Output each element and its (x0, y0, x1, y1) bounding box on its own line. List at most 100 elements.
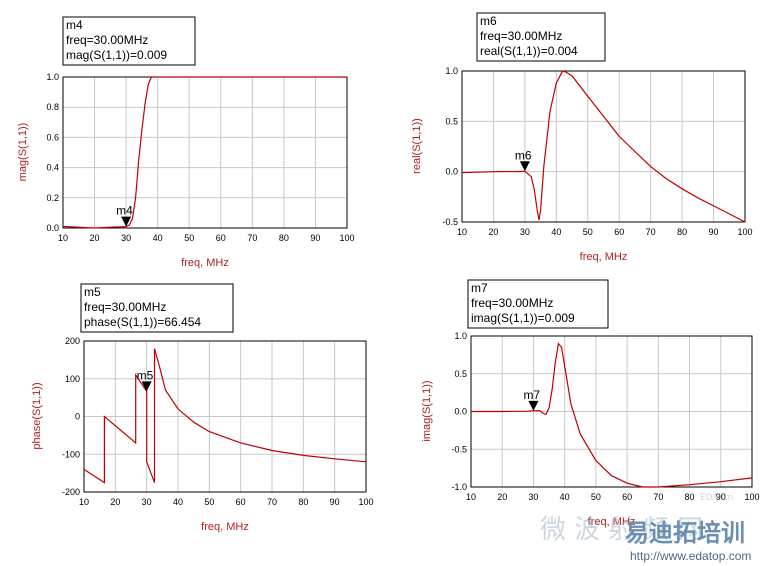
series-line (83, 348, 367, 484)
y-tick-label: 1.0 (46, 72, 59, 82)
plot-frame (461, 70, 746, 223)
x-tick-label: 50 (591, 492, 601, 502)
chart-4: 10 20 30 40 50 60 70 80 90 100 -1.0 -0.5 0.0 0.5 1.0 fr… (421, 279, 760, 528)
watermark: 微 波 射 频 网 易迪拓培训 http://www.edatop.com ED… (540, 493, 751, 563)
x-tick-label: 40 (153, 233, 163, 243)
y-tick-label: 0 (75, 412, 80, 422)
y-tick-label: -100 (62, 449, 80, 459)
marker-readout-line: freq=30.00MHz (480, 29, 562, 43)
marker-readout-line: real(S(1,1))=0.004 (480, 44, 578, 58)
x-tick-label: 10 (58, 233, 68, 243)
x-tick-label: 70 (646, 227, 656, 237)
x-tick-label: 20 (497, 492, 507, 502)
x-tick-label: 80 (677, 227, 687, 237)
x-tick-label: 90 (709, 227, 719, 237)
charts-group: 10 20 30 40 50 60 70 80 90 1000.00.20.40.60.81.0f… (17, 12, 760, 533)
marker-readout-frame (62, 16, 196, 66)
x-tick-label: 90 (716, 492, 726, 502)
y-axis-title: mag(S(1,1)) (17, 123, 29, 182)
x-tick-label: 20 (110, 497, 120, 507)
marker-triangle (528, 400, 539, 411)
marker-readout-line: m4 (66, 18, 83, 32)
x-tick-label: 50 (583, 227, 593, 237)
x-tick-label: 40 (551, 227, 561, 237)
y-axis-title: imag(S(1,1)) (421, 380, 433, 441)
y-tick-label: 1.0 (445, 66, 458, 76)
marker-readout-line: freq=30.00MHz (66, 33, 148, 47)
y-axis-title: phase(S(1,1)) (31, 382, 43, 449)
x-axis-title: freq, MHz (181, 257, 229, 269)
x-tick-label: 20 (488, 227, 498, 237)
marker-readout-line: m6 (480, 14, 497, 28)
x-tick-label: 60 (236, 497, 246, 507)
x-axis-title: freq, MHz (201, 521, 249, 533)
x-tick-label: 50 (184, 233, 194, 243)
y-tick-label: -1.0 (451, 482, 467, 492)
watermark-url: http://www.edatop.com (630, 549, 751, 563)
y-tick-label: -200 (62, 487, 80, 497)
marker-readout-line: mag(S(1,1))=0.009 (66, 48, 167, 62)
y-tick-label: 0.0 (445, 167, 458, 177)
x-tick-label: 100 (744, 492, 759, 502)
x-tick-label: 10 (79, 497, 89, 507)
marker-triangle (121, 216, 132, 227)
y-axis-title: real(S(1,1)) (411, 118, 423, 174)
y-tick-label: 100 (65, 374, 80, 384)
y-tick-label: 0.8 (46, 102, 59, 112)
series-line (62, 76, 347, 229)
chart-2: 10 20 30 40 50 60 70 80 90 100 -0.5 0.0 0.5 1.0 freq, … (411, 12, 753, 263)
x-tick-label: 40 (560, 492, 570, 502)
x-tick-label: 70 (653, 492, 663, 502)
watermark-text: 微 波 射 频 网 (540, 515, 703, 545)
watermark-logo: 易迪拓培训 (625, 519, 745, 547)
plot-frame (62, 76, 348, 229)
marker-triangle (141, 381, 152, 392)
watermark-small: EDA.Cn (700, 493, 733, 503)
marker-label: m7 (523, 388, 540, 402)
y-tick-label: 0.6 (46, 132, 59, 142)
chart-1: 10 20 30 40 50 60 70 80 90 100 0.0 0.2 0.4 0.6 0.8 1.0 f… (17, 16, 355, 269)
series-line (461, 70, 746, 223)
x-tick-label: 100 (339, 233, 354, 243)
y-tick-label: 200 (65, 336, 80, 346)
marker-triangle (519, 161, 530, 172)
marker-readout-frame (80, 283, 234, 333)
x-tick-label: 60 (614, 227, 624, 237)
x-tick-label: 80 (298, 497, 308, 507)
x-axis-title: freq, MHz (588, 516, 636, 528)
x-tick-label: 10 (457, 227, 467, 237)
marker-readout-line: m7 (471, 281, 488, 295)
chart-3: 10 20 30 40 50 60 70 80 90 100 -200 -100 0 100 200 freq… (31, 283, 374, 533)
x-tick-label: 20 (90, 233, 100, 243)
marker-readout-line: freq=30.00MHz (471, 296, 553, 310)
y-tick-label: 0.4 (46, 163, 59, 173)
y-tick-label: -0.5 (442, 217, 458, 227)
x-tick-label: 30 (520, 227, 530, 237)
x-tick-label: 40 (173, 497, 183, 507)
x-tick-label: 70 (267, 497, 277, 507)
y-tick-label: -0.5 (451, 444, 467, 454)
plot-frame (83, 340, 367, 493)
x-tick-label: 60 (216, 233, 226, 243)
x-tick-label: 30 (528, 492, 538, 502)
marker-readout-frame (467, 279, 609, 329)
y-tick-label: 0.5 (454, 369, 467, 379)
x-tick-label: 30 (121, 233, 131, 243)
x-tick-label: 90 (310, 233, 320, 243)
series-line (471, 342, 753, 488)
marker-readout-frame (476, 12, 606, 62)
x-tick-label: 10 (466, 492, 476, 502)
x-tick-label: 80 (279, 233, 289, 243)
x-tick-label: 70 (247, 233, 257, 243)
y-tick-label: 0.0 (454, 407, 467, 417)
x-tick-label: 50 (204, 497, 214, 507)
marker-label: m4 (116, 204, 133, 218)
x-tick-label: 100 (358, 497, 373, 507)
x-tick-label: 90 (330, 497, 340, 507)
marker-label: m6 (515, 148, 532, 162)
